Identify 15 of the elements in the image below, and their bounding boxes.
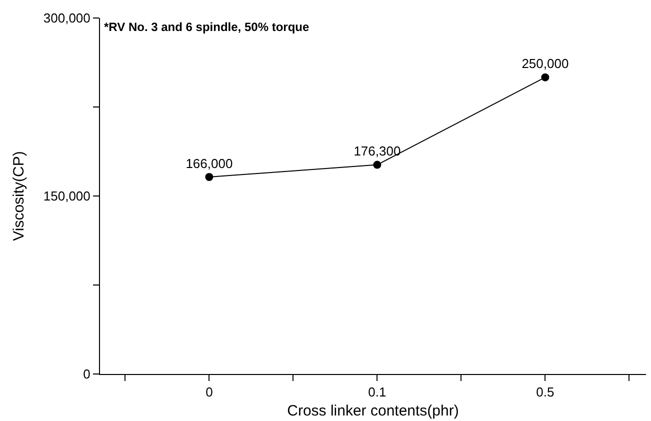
y-tick-label: 300,000 [43,10,90,26]
data-label: 176,300 [354,144,401,159]
y-tick-label: 0 [83,366,90,382]
y-axis-title: Viscosity(CP) [10,151,28,241]
point [373,160,382,169]
data-label: 250,000 [522,56,569,72]
x-axis-title: Cross linker contents(phr) [287,402,459,420]
annotation: *RV No. 3 and 6 spindle, 50% torque [104,20,310,34]
x-tick-label: 0.1 [368,384,386,400]
point [541,73,550,82]
data-label: 166,000 [186,156,233,171]
x-tick-label: 0 [206,384,213,400]
point [205,173,214,182]
y-tick-label: 150,000 [43,188,90,204]
x-tick-label: 0.5 [536,384,554,400]
